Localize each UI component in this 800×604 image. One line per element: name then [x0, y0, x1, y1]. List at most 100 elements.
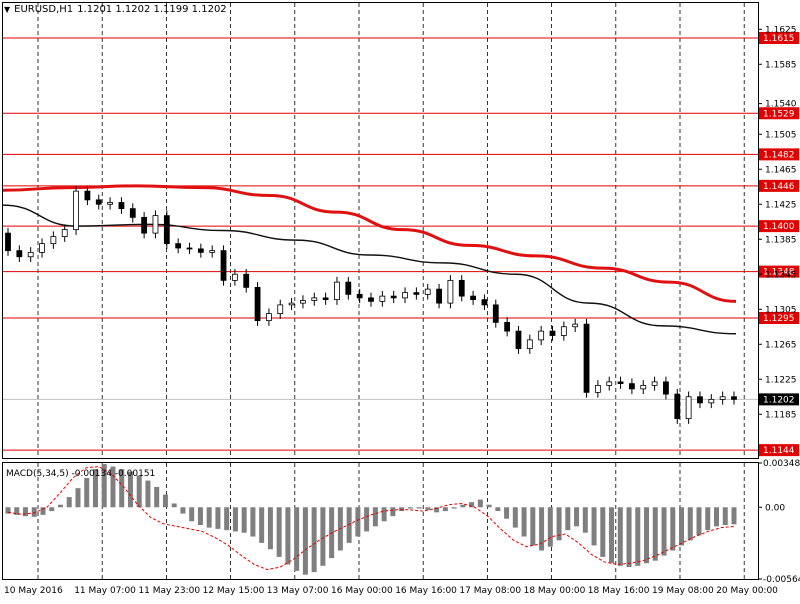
macd-bar [609, 507, 614, 563]
y-tick-label: 1.1225 [765, 375, 797, 385]
macd-bar [137, 475, 142, 507]
macd-bar [627, 507, 632, 567]
candle-body [198, 249, 203, 253]
y-tick-label: 1.1540 [765, 100, 797, 110]
x-tick-label: 10 May 2016 [4, 586, 63, 596]
candle-body [618, 382, 623, 384]
candle-body [414, 293, 419, 295]
x-tick-label: 17 May 08:00 [459, 586, 521, 596]
macd-bar [347, 507, 352, 543]
candle-body [74, 191, 79, 230]
candle-body [6, 233, 11, 251]
macd-bar [163, 495, 168, 508]
candle-body [505, 322, 510, 331]
macd-bar [688, 507, 693, 540]
x-tick-label: 18 May 16:00 [588, 586, 650, 596]
candle-body [493, 305, 498, 323]
candle-body [550, 331, 555, 335]
candle-body [119, 203, 124, 209]
macd-bar [679, 507, 684, 545]
vertical-grid [38, 3, 744, 579]
candle-body [652, 382, 657, 386]
candle-body [629, 384, 634, 389]
candle-body [278, 305, 283, 314]
level-price-label: 1.1295 [763, 314, 795, 324]
candle-body [437, 289, 442, 303]
candle-body [595, 385, 600, 392]
candle-body [334, 282, 339, 300]
macd-bar [320, 507, 325, 566]
macd-bar [408, 507, 413, 508]
macd-bar [242, 507, 247, 532]
macd-bar [285, 507, 290, 564]
macd-bar [154, 487, 159, 507]
macd-bar [312, 507, 317, 572]
macd-bar [635, 507, 640, 566]
candle-body [300, 301, 305, 304]
macd-bar [390, 507, 395, 516]
macd-y-tick-label: -0.00564 [763, 575, 800, 585]
level-price-label: 1.1400 [763, 222, 795, 232]
candle-body [584, 324, 589, 392]
candle-body [17, 251, 22, 257]
candle-body [187, 248, 192, 249]
macd-bar [215, 507, 220, 529]
macd-bar [277, 507, 282, 557]
candle-body [471, 296, 476, 300]
macd-bar [180, 507, 185, 513]
candle-body [176, 244, 181, 248]
macd-bar [259, 507, 264, 543]
macd-bar [67, 497, 72, 507]
macd-bar [23, 507, 28, 516]
macd-bar [250, 507, 255, 536]
x-tick-label: 19 May 08:00 [652, 586, 714, 596]
macd-bar [198, 507, 203, 525]
candle-body [130, 209, 135, 218]
y-tick-label: 1.1385 [765, 235, 797, 245]
candle-body [573, 324, 578, 327]
macd-bar [294, 507, 299, 571]
macd-bar [224, 507, 229, 530]
x-tick-label: 16 May 16:00 [395, 586, 457, 596]
candle-body [40, 244, 45, 253]
macd-bar [504, 507, 509, 518]
macd-y-tick-label: 0.00348 [763, 459, 800, 469]
y-tick-label: 1.1185 [765, 410, 797, 420]
macd-bar [705, 507, 710, 530]
macd-bar [373, 507, 378, 526]
macd-bar [233, 507, 238, 531]
macd-bar [565, 507, 570, 530]
candle-body [289, 303, 294, 305]
macd-bar [644, 507, 649, 563]
triangle-down-icon[interactable]: ▼ [4, 5, 10, 14]
symbol-timeframe: EURUSD,H1 [14, 4, 73, 15]
y-tick-label: 1.1265 [765, 340, 797, 350]
candle-body [663, 382, 668, 394]
candle-body [641, 385, 646, 389]
macd-signal-line [8, 467, 734, 570]
candle-body [232, 274, 237, 280]
y-tick-label: 1.1425 [765, 200, 797, 210]
macd-bar [417, 507, 422, 508]
macd-bar [75, 488, 80, 507]
macd-label: MACD(5,34,5) -0.00134 -0.00151 [6, 469, 155, 479]
candle-body [380, 296, 385, 301]
macd-bar [58, 505, 63, 508]
macd-bar [364, 507, 369, 531]
macd-bar [723, 507, 728, 525]
candle-body [312, 298, 317, 301]
candle-body [153, 216, 158, 234]
macd-bar [513, 507, 518, 527]
macd-bar [530, 507, 535, 545]
candle-body [561, 327, 566, 336]
x-tick-label: 12 May 15:00 [203, 586, 265, 596]
macd-bar [592, 507, 597, 545]
candle-body [732, 397, 737, 400]
candle-body [85, 191, 90, 200]
macd-bar [425, 507, 430, 510]
macd-bar [662, 507, 667, 555]
macd-bar [303, 507, 308, 574]
y-tick-label: 1.1625 [765, 25, 797, 35]
